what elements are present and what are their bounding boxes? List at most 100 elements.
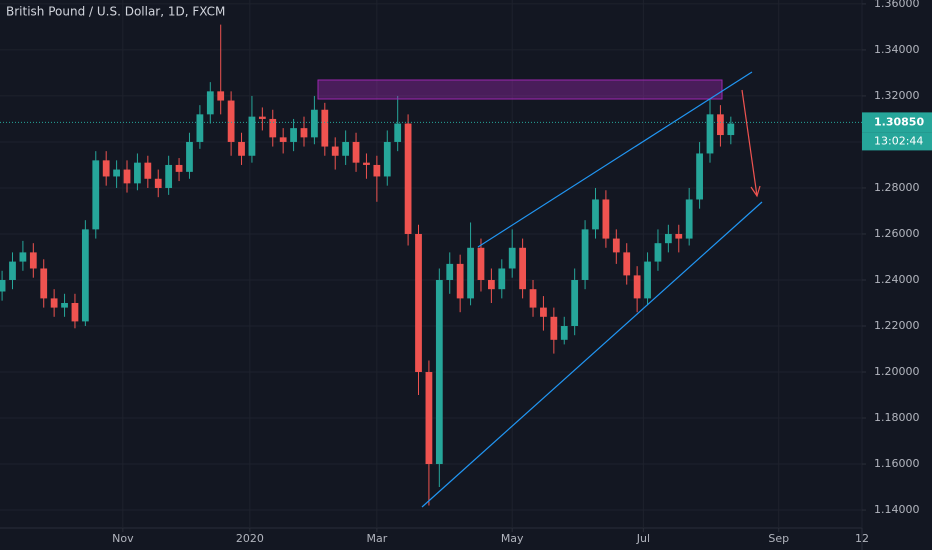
candle-body — [623, 252, 631, 276]
candle-body — [519, 247, 526, 290]
candle-body — [644, 261, 651, 299]
y-tick-label: 1.26000 — [874, 227, 920, 240]
candle-body — [40, 268, 48, 299]
x-tick-label: Sep — [768, 532, 789, 545]
candle-body — [581, 229, 589, 280]
candle-body — [373, 164, 381, 177]
arrow-line[interactable] — [741, 89, 758, 197]
candle-body — [477, 247, 485, 280]
last-price-box — [862, 112, 932, 133]
candle-body — [81, 229, 89, 322]
candle-body — [508, 247, 516, 269]
y-tick-label: 1.32000 — [874, 89, 920, 102]
candle-body — [331, 146, 339, 156]
candle-body — [675, 233, 683, 239]
candle-body — [248, 116, 256, 156]
candle-body — [29, 252, 37, 269]
candle-body — [206, 91, 214, 115]
x-tick-label: Mar — [366, 532, 387, 545]
candle-body — [238, 141, 245, 156]
candle-body — [217, 91, 225, 101]
candle-body — [685, 199, 693, 239]
x-tick-label: Jul — [636, 532, 650, 545]
countdown-label: 13:02:44 — [874, 134, 923, 147]
last-price-label: 1.30850 — [874, 115, 924, 128]
candle-body — [258, 116, 266, 119]
candle-body — [92, 160, 100, 230]
candle-body — [102, 160, 110, 177]
chart-title: British Pound / U.S. Dollar, 1D, FXCM — [6, 5, 225, 19]
candle-body — [654, 243, 662, 262]
candle-body — [363, 162, 370, 165]
candle-body — [404, 123, 412, 234]
candle-body — [279, 137, 287, 142]
candle-body — [550, 316, 558, 340]
candle-body — [540, 307, 547, 317]
candle-body — [717, 114, 724, 136]
candle-body — [383, 141, 391, 177]
y-tick-label: 1.18000 — [874, 411, 920, 424]
countdown-box — [862, 132, 932, 151]
candle-body — [300, 128, 308, 138]
x-tick-label: 12 — [855, 532, 869, 545]
candle-body — [498, 268, 506, 290]
y-tick-label: 1.22000 — [874, 319, 920, 332]
candle-body — [134, 162, 141, 184]
x-tick-label: May — [501, 532, 524, 545]
candle-body — [352, 141, 360, 163]
candle-body — [71, 302, 79, 322]
candle-body — [227, 100, 235, 142]
candle-body — [706, 114, 714, 154]
candle-body — [186, 141, 193, 172]
candle-body — [529, 289, 537, 308]
y-tick-label: 1.28000 — [874, 181, 920, 194]
y-tick-label: 1.16000 — [874, 457, 920, 470]
candle-body — [602, 199, 610, 239]
candle-body — [446, 263, 454, 280]
candle-body — [9, 261, 16, 280]
candle-body — [696, 153, 703, 200]
candle-body — [165, 164, 173, 188]
candle-body — [154, 178, 162, 188]
arrow-head — [750, 185, 761, 198]
upper-trendline[interactable] — [477, 71, 753, 248]
y-tick-label: 1.14000 — [874, 503, 920, 516]
candle-body — [633, 275, 641, 299]
candle-body — [61, 302, 68, 308]
candle-body — [175, 164, 183, 172]
candle-body — [592, 199, 599, 230]
candle-body — [123, 169, 131, 184]
drawings — [317, 71, 763, 508]
candle-body — [0, 279, 6, 292]
candle-body — [144, 162, 152, 179]
candle-body — [342, 141, 350, 156]
x-tick-label: Nov — [112, 532, 134, 545]
candle-body — [269, 118, 277, 138]
candle-body — [19, 252, 27, 262]
candle-body — [311, 109, 318, 138]
candle-body — [50, 298, 58, 308]
candles — [0, 24, 735, 506]
candle-body — [113, 169, 120, 177]
candle-body — [290, 128, 297, 142]
lower-trendline[interactable] — [421, 201, 763, 508]
y-tick-label: 1.20000 — [874, 365, 920, 378]
y-tick-label: 1.34000 — [874, 43, 920, 56]
y-tick-label: 1.24000 — [874, 273, 920, 286]
candle-body — [415, 233, 422, 373]
candle-body — [727, 123, 735, 136]
candle-body — [560, 326, 568, 340]
x-tick-label: 2020 — [236, 532, 264, 545]
resistance-zone[interactable] — [317, 79, 723, 100]
candle-body — [394, 123, 402, 142]
candle-body — [612, 238, 620, 253]
candle-body — [467, 247, 474, 299]
candle-body — [487, 279, 495, 290]
candle-body — [196, 114, 204, 142]
candle-body — [456, 263, 464, 299]
candle-body — [435, 279, 443, 465]
